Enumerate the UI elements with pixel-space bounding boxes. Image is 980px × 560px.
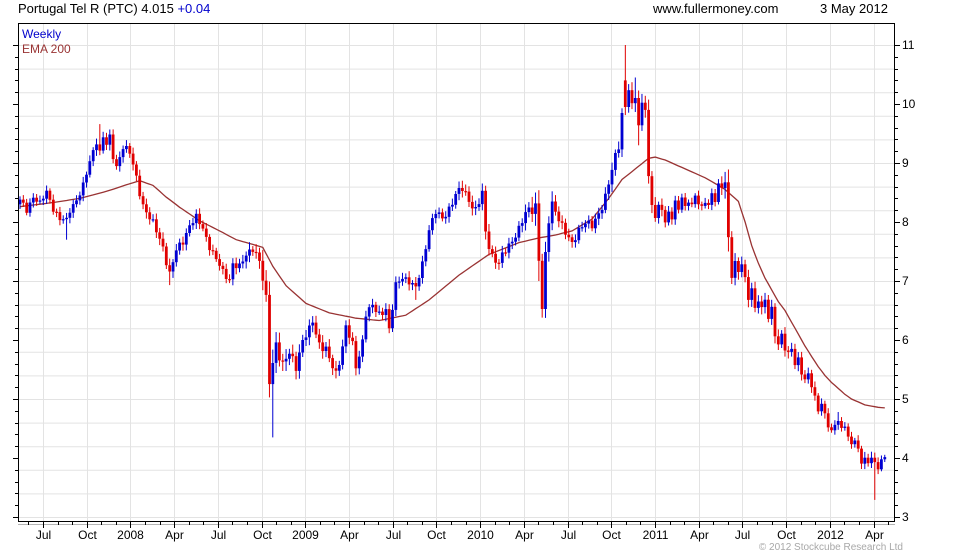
- x-axis-tick-label: Apr: [165, 528, 184, 542]
- timeframe-label: Weekly: [22, 27, 62, 41]
- x-axis-tick-label: 2008: [117, 528, 144, 542]
- x-axis-tick-label: Oct: [777, 528, 796, 542]
- price-change: +0.04: [177, 1, 211, 16]
- ema-line: [19, 156, 885, 409]
- x-axis-tick-label: Apr: [515, 528, 534, 542]
- x-axis-tick-label: Jul: [36, 528, 51, 542]
- x-axis-tick-label: 2010: [467, 528, 494, 542]
- copyright-notice: © 2012 Stockcube Research Ltd: [758, 542, 903, 553]
- ema-line-layer: [19, 156, 885, 409]
- y-axis-tick-label: 11: [902, 38, 915, 52]
- x-axis-tick-label: Jul: [735, 528, 750, 542]
- x-axis-tick-label: Apr: [690, 528, 709, 542]
- x-axis-tick-label: Apr: [865, 528, 884, 542]
- x-axis-tick-label: Apr: [340, 528, 359, 542]
- x-axis-tick-label: Jul: [386, 528, 401, 542]
- x-axis-tick-label: Oct: [427, 528, 446, 542]
- x-axis-tick-label: Jul: [211, 528, 226, 542]
- y-axis-tick-label: 7: [902, 274, 909, 288]
- x-axis-tick-label: 2012: [817, 528, 844, 542]
- y-axis-tick-label: 6: [902, 333, 909, 347]
- plot-border: [18, 23, 895, 522]
- y-axis-tick-label: 4: [902, 451, 909, 465]
- y-axis-tick-label: 10: [902, 97, 916, 111]
- x-axis-tick-label: 2009: [292, 528, 319, 542]
- website-watermark: www.fullermoney.com: [653, 1, 779, 16]
- ema-legend-label: EMA 200: [22, 42, 71, 56]
- x-axis-tick-label: Oct: [78, 528, 97, 542]
- x-axis-tick-label: Jul: [561, 528, 576, 542]
- instrument-quote: Portugal Tel R (PTC) 4.015: [18, 1, 174, 16]
- candles-layer: [18, 45, 887, 500]
- y-axis-tick-label: 9: [902, 156, 909, 170]
- x-axis-tick-label: Oct: [253, 528, 272, 542]
- chart-date: 3 May 2012: [820, 1, 888, 16]
- x-axis-tick-label: 2011: [643, 528, 669, 542]
- axes-layer: 3 4 5 6 7 8 9 10 11 Jul Oct 2008 Apr Jul Oct 2009 Apr Jul…: [13, 23, 916, 542]
- y-axis-tick-label: 5: [902, 392, 909, 406]
- x-axis-tick-label: Oct: [602, 528, 621, 542]
- page-title: Portugal Tel R (PTC) 4.015 +0.04: [18, 1, 210, 16]
- y-axis-tick-label: 3: [902, 510, 909, 524]
- y-axis-tick-label: 8: [902, 215, 909, 229]
